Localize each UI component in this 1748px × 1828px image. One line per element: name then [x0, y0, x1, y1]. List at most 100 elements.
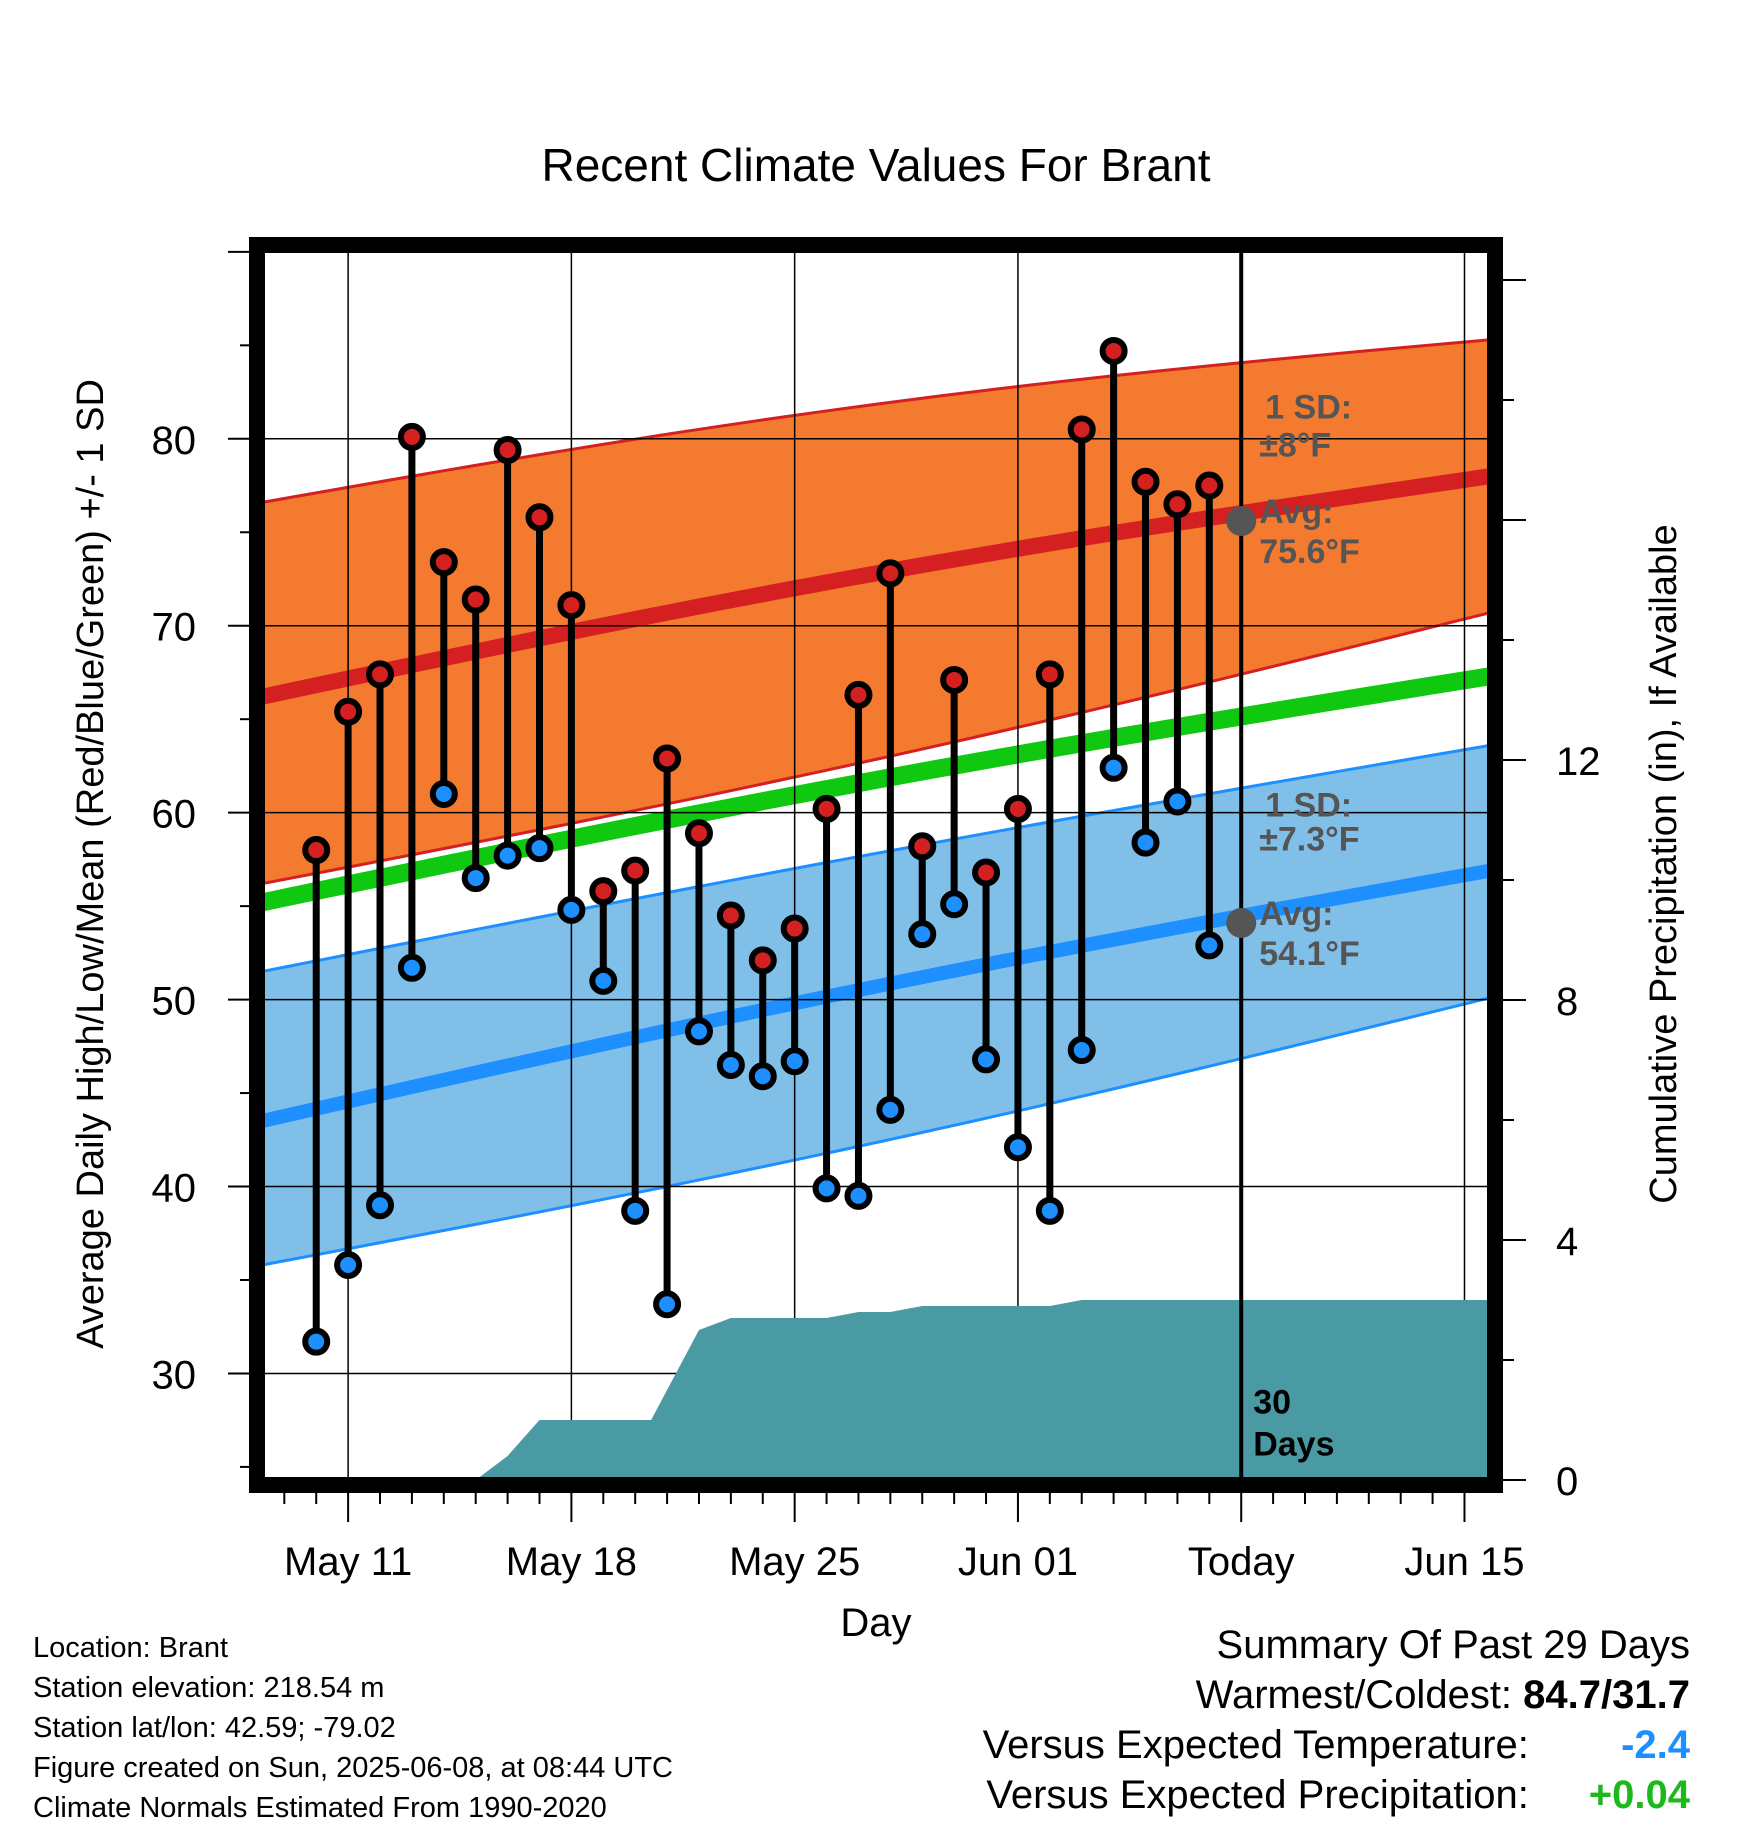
low-point	[1163, 787, 1192, 816]
high-point	[589, 877, 618, 906]
avg-low-marker	[1226, 907, 1257, 938]
info-created: Figure created on Sun, 2025-06-08, at 08…	[33, 1752, 673, 1784]
high-point	[812, 794, 841, 823]
high-point	[1035, 660, 1064, 689]
y-tick-label: 60	[152, 793, 197, 837]
low-point	[461, 864, 490, 893]
chart-title: Recent Climate Values For Brant	[542, 139, 1211, 191]
low-point	[908, 920, 937, 949]
y2-axis-label: Cumulative Precipitation (in), If Availa…	[1643, 524, 1685, 1203]
precip-value: +0.04	[1588, 1773, 1690, 1817]
low-point	[1131, 828, 1160, 857]
plot-frame	[249, 237, 1503, 1493]
avg-mean-line	[262, 667, 1490, 912]
high-point	[397, 422, 426, 451]
high-point	[1131, 467, 1160, 496]
high-point	[972, 858, 1001, 887]
high-point	[493, 436, 522, 465]
y-tick-label: 40	[152, 1167, 197, 1211]
high-point	[461, 585, 490, 614]
high-point	[1099, 336, 1128, 365]
x-axis-label: Day	[840, 1601, 911, 1645]
y-tick-label: 30	[152, 1353, 197, 1397]
low-point	[525, 834, 554, 863]
low-point	[429, 779, 458, 808]
low-point	[1035, 1196, 1064, 1225]
low-point	[493, 841, 522, 870]
annotation-line2: 75.6°F	[1259, 533, 1360, 571]
warm-cold-value: 84.7/31.7	[1523, 1673, 1690, 1717]
annotation-line2: 54.1°F	[1259, 935, 1360, 973]
low-point	[876, 1095, 905, 1124]
high-point	[429, 548, 458, 577]
y2-tick-label: 4	[1556, 1220, 1578, 1264]
x-tick-label: Today	[1188, 1540, 1295, 1584]
annotation-line1: 30	[1253, 1383, 1291, 1421]
high-point	[334, 697, 363, 726]
annotation-line1: 1 SD:	[1265, 388, 1352, 426]
low-point	[1195, 931, 1224, 960]
low-point	[1099, 753, 1128, 782]
low-point	[397, 953, 426, 982]
info-latlon: Station lat/lon: 42.59; -79.02	[33, 1712, 396, 1744]
low-point	[366, 1191, 395, 1220]
x-tick-label: May 18	[506, 1540, 637, 1584]
summary-title: Summary Of Past 29 Days	[1216, 1623, 1690, 1667]
info-normals: Climate Normals Estimated From 1990-2020	[33, 1792, 607, 1824]
high-point	[1003, 794, 1032, 823]
x-tick-label: May 11	[284, 1540, 412, 1584]
high-point	[748, 946, 777, 975]
high-point	[366, 660, 395, 689]
avg-high-marker	[1226, 506, 1257, 537]
precipitation-area	[262, 1300, 1490, 1480]
high-point	[716, 901, 745, 930]
info-location: Location: Brant	[33, 1632, 229, 1664]
low-sd-band	[262, 745, 1490, 1266]
high-point	[780, 914, 809, 943]
low-point	[844, 1181, 873, 1210]
low-point	[653, 1290, 682, 1319]
station-info: Location: Brant Station elevation: 218.5…	[33, 1628, 673, 1828]
annotation-line1: Avg:	[1259, 493, 1333, 531]
annotation-line2: Days	[1253, 1425, 1334, 1463]
high-sd-band-lower-edge	[262, 611, 1490, 886]
low-point	[972, 1045, 1001, 1074]
low-point	[334, 1251, 363, 1280]
high-point	[1163, 490, 1192, 519]
high-point	[302, 836, 331, 865]
high-point	[621, 856, 650, 885]
high-sd-band-upper-edge	[262, 338, 1490, 504]
low-point	[684, 1017, 713, 1046]
high-point	[908, 832, 937, 861]
x-tick-label: May 25	[729, 1540, 860, 1584]
y-tick-label: 50	[152, 980, 197, 1024]
precip-label: Versus Expected Precipitation:	[986, 1773, 1529, 1817]
y-tick-label: 80	[152, 419, 197, 463]
high-point	[557, 591, 586, 620]
x-tick-label: Jun 15	[1404, 1540, 1524, 1584]
high-point	[1195, 471, 1224, 500]
low-point	[716, 1051, 745, 1080]
low-point	[589, 966, 618, 995]
high-point	[653, 744, 682, 773]
annotation-line2: ±7.3°F	[1259, 821, 1359, 859]
summary-panel: Summary Of Past 29 Days Warmest/Coldest:…	[983, 1620, 1690, 1820]
high-point	[684, 819, 713, 848]
warm-cold-label: Warmest/Coldest:	[1195, 1673, 1513, 1717]
low-point	[1003, 1133, 1032, 1162]
high-point	[876, 559, 905, 588]
y2-tick-label: 0	[1556, 1460, 1578, 1504]
summary-warm-cold: Warmest/Coldest: 84.7/31.7	[983, 1670, 1690, 1720]
annotation-line2: ±8°F	[1259, 426, 1331, 464]
avg-low-line	[262, 863, 1490, 1128]
summary-precip: Versus Expected Precipitation: +0.04	[983, 1770, 1690, 1820]
y2-tick-label: 12	[1556, 740, 1601, 784]
high-point	[525, 503, 554, 532]
low-point	[940, 890, 969, 919]
high-point	[940, 665, 969, 694]
low-point	[812, 1174, 841, 1203]
low-point	[780, 1047, 809, 1076]
low-point	[748, 1062, 777, 1091]
